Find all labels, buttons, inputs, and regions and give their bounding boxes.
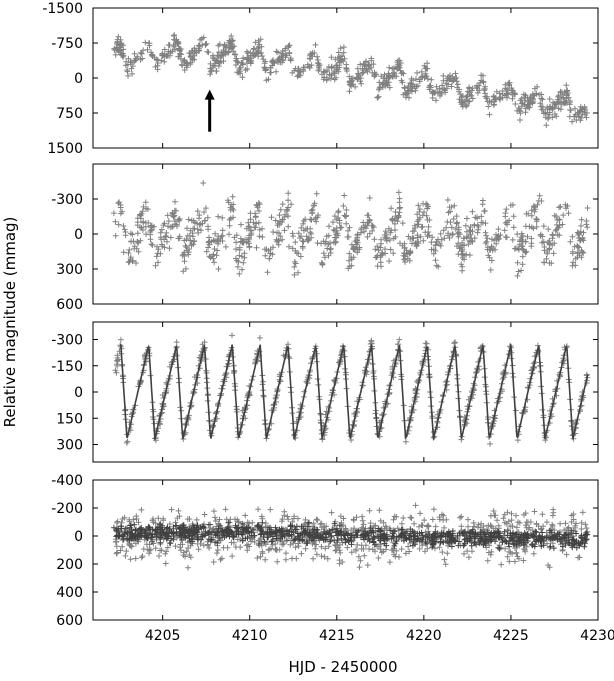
x-tick-label: 4230 [580,628,614,644]
panel-1-ytick-label: -750 [51,36,83,52]
panel-2-ytick-label: -300 [51,192,83,208]
panel-2-ytick-label: 0 [74,227,83,243]
panel-1-series-1-points [111,32,590,129]
panel-3-plot [112,332,591,447]
x-tick-label: 4215 [319,628,355,644]
panel-4-ytick-label: -200 [51,501,83,517]
arrow-head [204,89,215,100]
panel-4-ytick-label: 0 [74,529,83,545]
panel-3-ytick-label: 150 [56,411,83,427]
panel-1-plot [111,32,590,129]
panel-1-ytick-label: 750 [56,106,83,122]
panel-4-ytick-label: 600 [56,613,83,629]
panel-2-frame [92,163,599,305]
panel-1-ytick-label: 0 [74,71,83,87]
panel-1-frame [92,7,599,149]
panel-4-frame [92,479,599,621]
x-tick-label: 4205 [145,628,181,644]
panel-4-ylabels: -400 -200 0 200 400 600 [51,473,83,629]
panel-2: -300 0 300 600 [51,163,599,313]
panel-2-series-1-points [110,180,591,279]
x-tick-labels: 4205 4210 4215 4220 4225 4230 [145,628,614,644]
y-axis-title: Relative magnitude (mmag) [1,217,19,428]
panel-3-frame [92,321,599,463]
panel-3-ytick-label: -150 [51,359,83,375]
panel-3-ytick-label: -300 [51,333,83,349]
panel-3-ytick-label: 300 [56,438,83,454]
panel-2-ylabels: -300 0 300 600 [51,192,83,313]
panel-4-series-2-points [110,519,591,552]
panel-1-ytick-label: 1500 [47,141,83,157]
x-axis-title: HJD - 2450000 [288,658,397,676]
panel-4-ytick-label: 200 [56,557,83,573]
panel-3-series-2-line [120,344,589,440]
panel-2-plot [110,180,591,279]
x-tick-label: 4220 [406,628,442,644]
panel-3-ytick-label: 0 [74,385,83,401]
panel-1-ylabels: -1500 -750 0 750 1500 [42,1,83,157]
panel-4-axes-box [92,479,599,621]
panel-4-ytick-label: -400 [51,473,83,489]
panel-4-ytick-label: 400 [56,585,83,601]
panel-2-ytick-label: 600 [56,297,83,313]
panel-4-plot [110,502,591,571]
panel-3: -300 -150 0 150 300 [51,321,599,463]
panel-3-ylabels: -300 -150 0 150 300 [51,333,83,454]
panel-1: -1500 -750 0 750 1500 [42,1,599,157]
panel-1-ytick-label: -1500 [42,1,83,17]
panel-4: -400 -200 0 200 400 600 [51,473,599,629]
panel-1-axes-box [92,7,599,149]
x-tick-label: 4210 [232,628,268,644]
panel-1-annotation [204,89,215,132]
panel-2-ytick-label: 300 [56,262,83,278]
x-tick-label: 4225 [493,628,529,644]
